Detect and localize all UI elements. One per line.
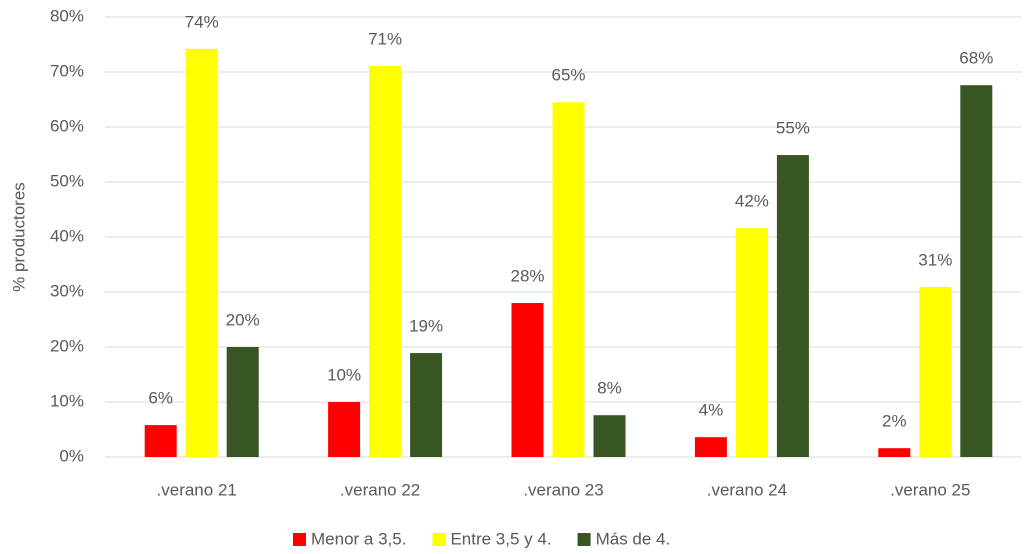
data-label: 42% [735, 192, 769, 211]
y-tick-label: 80% [50, 6, 84, 25]
legend-swatch [432, 533, 446, 546]
x-tick-label: .verano 24 [707, 480, 787, 499]
bar [776, 155, 809, 458]
data-label: 2% [882, 412, 907, 431]
data-label: 71% [368, 29, 402, 48]
x-tick-label: .verano 21 [157, 480, 237, 499]
bar [511, 303, 544, 457]
y-axis-label: % productores [9, 182, 28, 292]
bar [593, 415, 626, 457]
y-tick-label: 0% [59, 446, 84, 465]
bar [185, 48, 218, 458]
data-label: 74% [185, 12, 219, 31]
y-tick-label: 70% [50, 61, 84, 80]
y-tick-label: 30% [50, 281, 84, 300]
legend-swatch [577, 533, 591, 546]
data-label: 28% [510, 266, 544, 285]
bar [960, 85, 993, 457]
bar [735, 228, 768, 457]
y-tick-label: 20% [50, 336, 84, 355]
y-tick-label: 60% [50, 116, 84, 135]
x-tick-label: .verano 25 [890, 480, 970, 499]
y-tick-label: 10% [50, 391, 84, 410]
bar [369, 65, 402, 457]
data-label: 31% [918, 251, 952, 270]
data-label: 55% [776, 119, 810, 138]
y-tick-label: 40% [50, 226, 84, 245]
bar [878, 448, 911, 457]
data-label: 68% [959, 49, 993, 68]
legend-label: Más de 4. [596, 529, 671, 548]
data-label: 20% [226, 310, 260, 329]
legend-label: Entre 3,5 y 4. [450, 529, 551, 548]
bar [410, 353, 443, 457]
x-tick-label: .verano 23 [523, 480, 603, 499]
data-label: 6% [148, 389, 173, 408]
bar [694, 437, 727, 457]
bar [144, 425, 177, 457]
data-label: 10% [327, 365, 361, 384]
y-tick-label: 50% [50, 171, 84, 190]
legend-label: Menor a 3,5. [311, 529, 406, 548]
bar [226, 347, 259, 457]
bar [328, 402, 361, 457]
legend-swatch [293, 533, 306, 546]
data-label: 4% [699, 401, 724, 420]
data-label: 8% [597, 379, 622, 398]
bar [919, 287, 952, 457]
data-label: 65% [551, 66, 585, 85]
bar [552, 102, 585, 457]
data-label: 19% [409, 317, 443, 336]
x-tick-label: .verano 22 [340, 480, 420, 499]
